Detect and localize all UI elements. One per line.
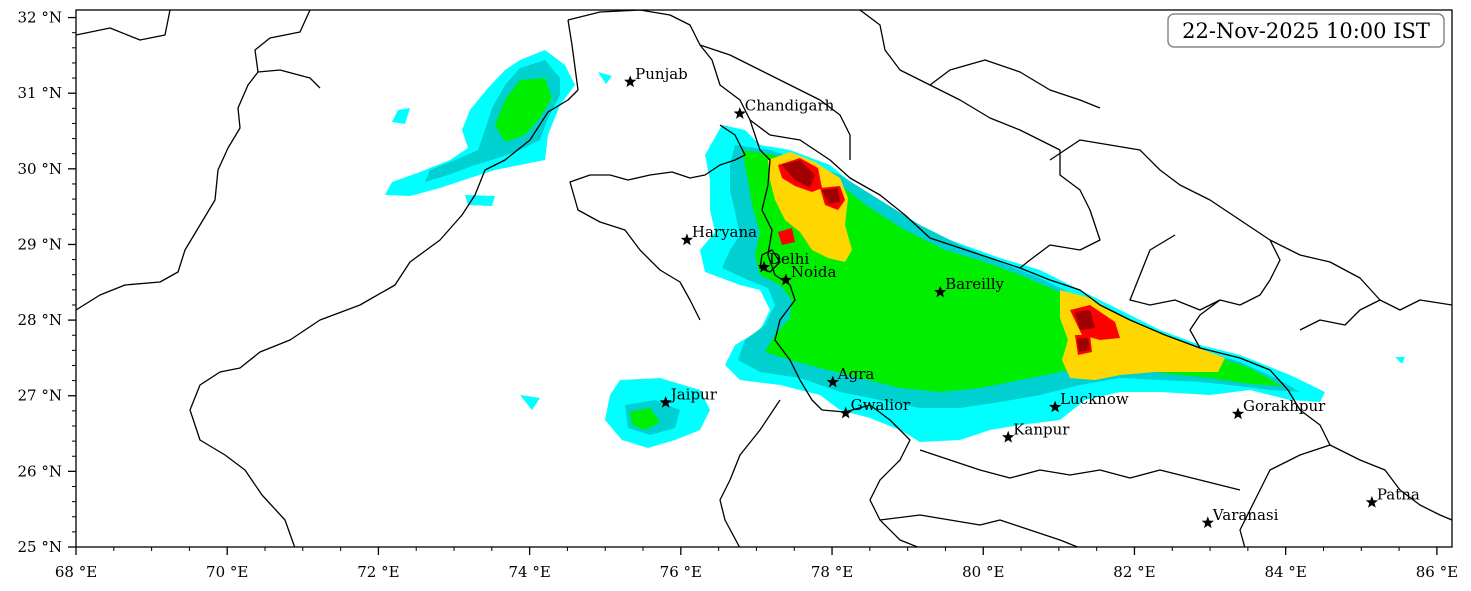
city-marker-star-icon [733, 107, 746, 119]
city-marker-star-icon [1201, 516, 1214, 529]
border-nepal-5 [1189, 299, 1221, 349]
precip-extreme-2 [822, 188, 840, 204]
border-india-pakistan-north [567, 19, 579, 91]
precip-extreme-3 [1075, 310, 1095, 330]
city-marker-star-icon [1048, 400, 1062, 413]
y-axis: 25 °N 26 °N 27 °N 28 °N 29 °N 30 °N 31 °N 32 °N [18, 9, 76, 556]
precip-scatter-5 [1395, 357, 1405, 364]
x-tick-label: 84 °E [1265, 563, 1307, 581]
border-south [879, 514, 1080, 547]
precip-very-heavy-4 [778, 228, 795, 245]
city-label: Bareilly [945, 275, 1004, 293]
border-nepal-2 [1019, 150, 1101, 269]
border-up-mp [919, 449, 1241, 491]
precip-extreme-1 [782, 160, 815, 188]
border-himachal [699, 44, 851, 160]
city-marker-star-icon [659, 396, 672, 408]
border-india-pakistan [189, 89, 579, 547]
border-pakistan-internal-3 [257, 69, 321, 89]
city-marker-star-icon [757, 260, 771, 273]
y-tick-label: 31 °N [18, 84, 62, 102]
border-pakistan-internal-2 [76, 10, 171, 41]
city-marker-star-icon [624, 75, 637, 88]
city-label: Varanasi [1212, 506, 1279, 524]
timestamp-text: 22-Nov-2025 10:00 IST [1182, 19, 1430, 43]
border-tibet [859, 10, 1061, 151]
border-nepal-1 [1049, 139, 1452, 311]
x-tick-label: 82 °E [1113, 563, 1155, 581]
precip-scatter-3 [598, 72, 612, 84]
border-nepal-3 [1129, 234, 1281, 311]
border-bihar-2 [1329, 444, 1452, 521]
x-tick-label: 72 °E [357, 563, 399, 581]
city-label: Delhi [769, 250, 809, 268]
y-tick-label: 32 °N [18, 9, 62, 27]
border-tibet-2 [929, 59, 1101, 109]
borders-layer [76, 10, 1452, 547]
city-marker-star-icon [680, 233, 694, 246]
city-label: Gwalior [851, 396, 911, 414]
x-tick-label: 86 °E [1416, 563, 1458, 581]
precip-nw-scatter-1 [392, 108, 410, 124]
precip-scatter-4 [520, 395, 540, 410]
x-tick-label: 76 °E [660, 563, 702, 581]
city-label: Patna [1377, 485, 1420, 503]
city-marker-star-icon [826, 375, 839, 388]
x-tick-label: 74 °E [508, 563, 550, 581]
precip-extreme-4 [1077, 338, 1090, 352]
precipitation-layer [385, 50, 1405, 448]
city-marker-star-icon [1365, 495, 1378, 508]
precip-main-heavy-2 [1060, 290, 1225, 380]
city-label: Kanpur [1013, 420, 1070, 438]
city-marker-star-icon [934, 285, 947, 298]
y-tick-label: 25 °N [18, 538, 62, 556]
border-haryana [569, 124, 746, 321]
precip-nw-moderate [495, 78, 552, 142]
border-pakistan-internal-1 [76, 10, 311, 311]
map-frame [75, 9, 1453, 548]
city-marker-star-icon [1231, 407, 1245, 420]
y-tick-label: 27 °N [18, 387, 62, 405]
city-label: Gorakhpur [1243, 397, 1326, 415]
city-marker-star-icon [839, 406, 852, 419]
y-tick-label: 29 °N [18, 235, 62, 253]
city-marker-star-icon [779, 273, 793, 286]
city-label: Jaipur [669, 386, 718, 404]
border-india-north [567, 10, 1289, 391]
y-tick-label: 28 °N [18, 311, 62, 329]
y-tick-label: 30 °N [18, 160, 62, 178]
x-tick-label: 78 °E [811, 563, 853, 581]
city-label: Noida [791, 263, 837, 281]
city-label: Agra [837, 365, 875, 383]
city-label: Haryana [692, 223, 757, 241]
city-label: Lucknow [1060, 390, 1129, 408]
timestamp-box: 22-Nov-2025 10:00 IST [1167, 13, 1445, 48]
border-nepal-4 [1299, 299, 1381, 331]
x-tick-label: 70 °E [206, 563, 248, 581]
y-tick-label: 26 °N [18, 462, 62, 480]
city-label: Chandigarh [745, 97, 835, 115]
x-tick-label: 68 °E [55, 563, 97, 581]
x-axis: 68 °E 70 °E 72 °E 74 °E 76 °E 78 °E 80 °E 82 °E… [55, 547, 1458, 581]
precip-jaipur-moderate [630, 408, 660, 430]
border-up-south [821, 404, 920, 547]
x-tick-label: 80 °E [962, 563, 1004, 581]
border-bihar [1239, 389, 1331, 547]
city-label: Punjab [635, 65, 688, 83]
precip-main-moderate [742, 150, 1282, 392]
city-marker-star-icon [1002, 430, 1015, 443]
border-mp-1 [719, 399, 781, 547]
